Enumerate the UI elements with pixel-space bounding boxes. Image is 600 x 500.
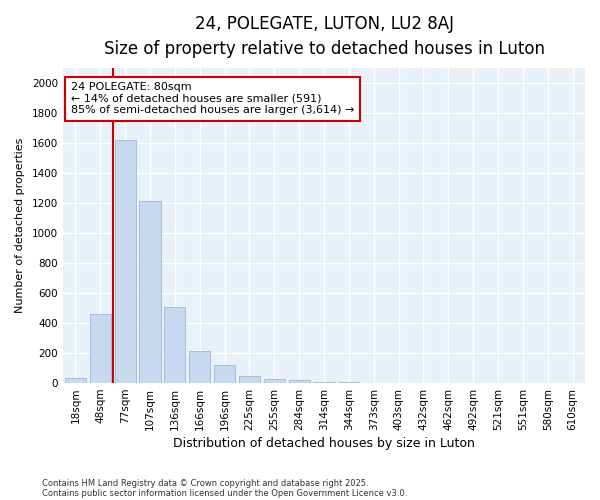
Bar	[264, 378, 285, 383]
Bar	[189, 351, 211, 383]
Text: Contains public sector information licensed under the Open Government Licence v3: Contains public sector information licen…	[42, 488, 407, 498]
Bar	[289, 380, 310, 383]
Bar	[313, 382, 335, 383]
Bar	[115, 140, 136, 383]
Bar	[65, 378, 86, 383]
Bar	[164, 306, 185, 383]
Bar	[338, 382, 359, 383]
Bar	[239, 376, 260, 383]
Text: Contains HM Land Registry data © Crown copyright and database right 2025.: Contains HM Land Registry data © Crown c…	[42, 478, 368, 488]
Title: 24, POLEGATE, LUTON, LU2 8AJ
Size of property relative to detached houses in Lut: 24, POLEGATE, LUTON, LU2 8AJ Size of pro…	[104, 15, 545, 58]
Y-axis label: Number of detached properties: Number of detached properties	[15, 138, 25, 313]
Bar	[214, 365, 235, 383]
Text: 24 POLEGATE: 80sqm
← 14% of detached houses are smaller (591)
85% of semi-detach: 24 POLEGATE: 80sqm ← 14% of detached hou…	[71, 82, 354, 116]
X-axis label: Distribution of detached houses by size in Luton: Distribution of detached houses by size …	[173, 437, 475, 450]
Bar	[90, 314, 111, 383]
Bar	[139, 202, 161, 383]
